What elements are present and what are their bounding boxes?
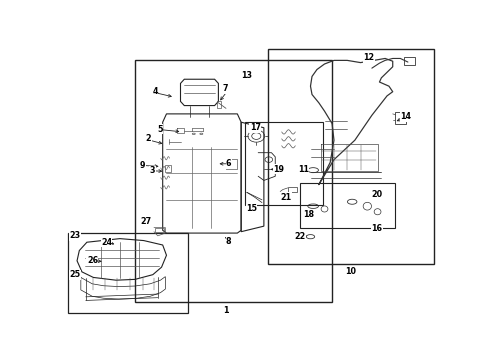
Bar <box>135 60 331 302</box>
Text: 17: 17 <box>249 123 260 132</box>
Text: 7: 7 <box>222 85 227 94</box>
Text: 5: 5 <box>157 125 163 134</box>
Text: 20: 20 <box>370 190 382 199</box>
Bar <box>287 187 297 192</box>
Text: 3: 3 <box>149 166 155 175</box>
Text: 22: 22 <box>294 232 305 241</box>
Text: 11: 11 <box>297 165 308 174</box>
Text: 14: 14 <box>400 112 410 121</box>
Text: 4: 4 <box>152 87 158 96</box>
Text: 6: 6 <box>225 159 231 168</box>
Bar <box>165 165 171 172</box>
Bar <box>299 183 394 228</box>
Bar <box>395 112 405 123</box>
Bar <box>244 122 322 205</box>
Text: 26: 26 <box>87 256 98 265</box>
Bar <box>267 49 433 264</box>
Text: 23: 23 <box>69 231 81 240</box>
Text: 16: 16 <box>370 224 381 233</box>
Text: 8: 8 <box>225 237 231 246</box>
Bar <box>68 233 188 314</box>
Bar <box>216 102 221 108</box>
Text: 1: 1 <box>223 306 228 315</box>
Bar <box>403 57 415 65</box>
Text: 24: 24 <box>101 238 112 247</box>
Text: 13: 13 <box>241 71 252 80</box>
Text: 15: 15 <box>245 204 257 213</box>
Text: 12: 12 <box>363 53 374 62</box>
Text: 27: 27 <box>141 217 152 226</box>
Text: 21: 21 <box>280 193 291 202</box>
Text: 19: 19 <box>273 165 284 174</box>
Text: 25: 25 <box>69 270 81 279</box>
Text: 18: 18 <box>302 210 313 219</box>
Text: 10: 10 <box>345 267 356 276</box>
Text: 9: 9 <box>140 161 145 170</box>
Text: 2: 2 <box>145 134 151 143</box>
